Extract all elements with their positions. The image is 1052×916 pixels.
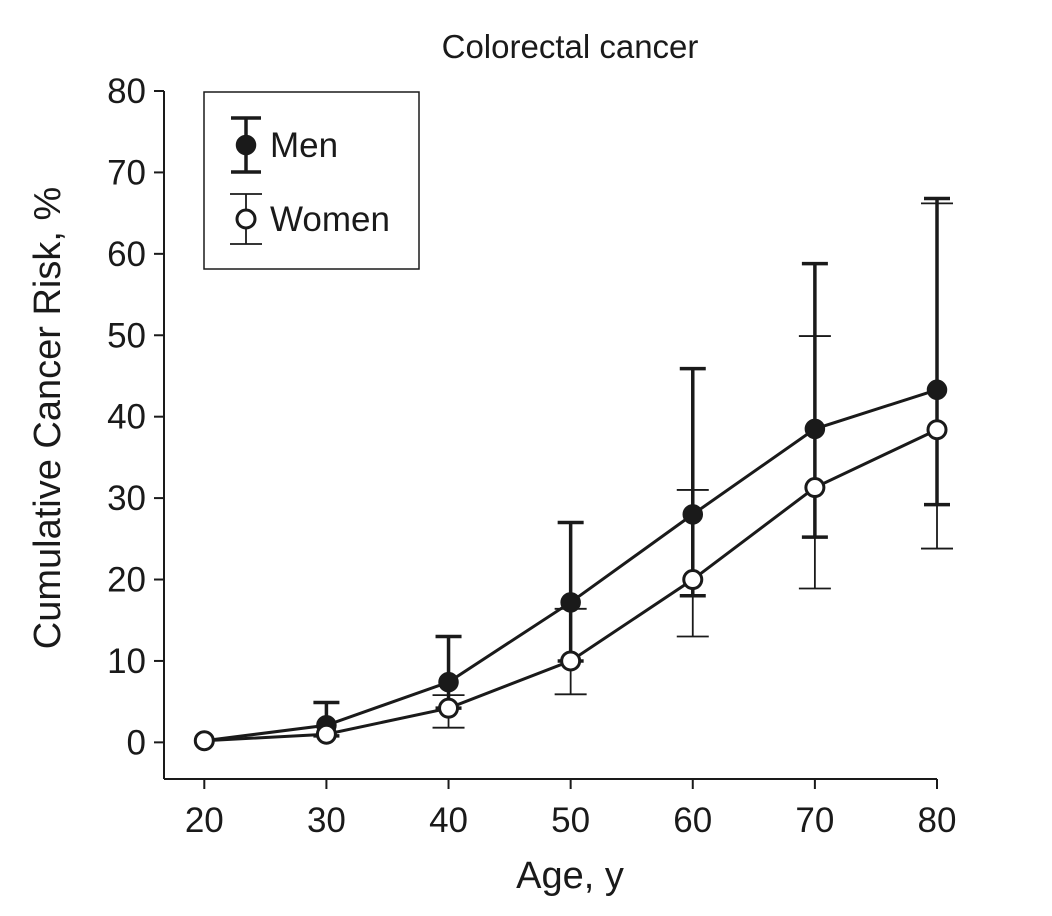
- data-point-women: [193, 730, 215, 752]
- y-tick-label: 10: [107, 642, 146, 681]
- x-tick-label: 70: [795, 801, 834, 840]
- legend-label-women: Women: [270, 200, 390, 239]
- legend-item-men: Men: [231, 116, 338, 174]
- legend-marker-women: [235, 208, 257, 230]
- y-tick-label: 70: [107, 153, 146, 192]
- data-point-women: [438, 697, 460, 719]
- y-tick-label: 60: [107, 235, 146, 274]
- y-tick-label: 20: [107, 561, 146, 600]
- chart-title: Colorectal cancer: [442, 28, 699, 65]
- data-point-women: [682, 569, 704, 591]
- x-axis-label: Age, y: [516, 855, 624, 897]
- series-women-points: [193, 419, 948, 752]
- x-tick-label: 20: [185, 801, 224, 840]
- x-tick-label: 40: [429, 801, 468, 840]
- data-point-men: [682, 504, 704, 525]
- legend-marker-men: [235, 134, 257, 156]
- data-point-women: [315, 723, 337, 745]
- y-tick-label: 0: [127, 723, 146, 762]
- y-tick-label: 40: [107, 398, 146, 437]
- x-tick-label: 60: [673, 801, 712, 840]
- x-tick-label: 80: [918, 801, 957, 840]
- data-point-men: [438, 671, 459, 693]
- data-point-men: [926, 379, 948, 401]
- legend: Men Women: [203, 91, 420, 270]
- axes: 0 10 20 30 40 50 60 70 80 20 30 40 50 60 70 80: [107, 72, 956, 840]
- y-tick-label: 80: [107, 72, 146, 111]
- data-point-men: [560, 592, 581, 613]
- y-axis-label: Cumulative Cancer Risk, %: [27, 187, 69, 649]
- x-tick-label: 50: [551, 801, 590, 840]
- data-point-women: [926, 419, 948, 441]
- legend-box: [203, 91, 420, 270]
- y-tick-label: 50: [107, 316, 146, 355]
- legend-label-men: Men: [270, 126, 338, 165]
- series-layer: [193, 196, 953, 752]
- data-point-women: [804, 477, 826, 499]
- y-tick-label: 30: [107, 479, 146, 518]
- legend-item-women: Women: [230, 193, 390, 245]
- data-point-women: [560, 650, 582, 672]
- x-tick-label: 30: [307, 801, 346, 840]
- data-point-men: [804, 418, 826, 440]
